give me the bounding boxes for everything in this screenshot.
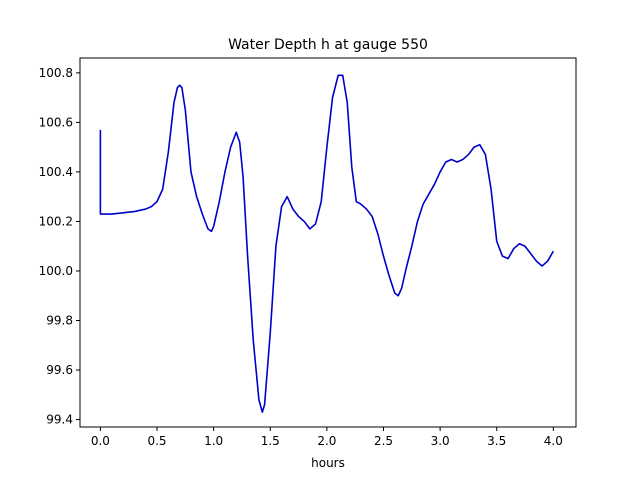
- x-tick-label: 3.0: [431, 434, 450, 448]
- y-tick-label: 100.2: [39, 214, 73, 228]
- x-tick-label: 1.0: [204, 434, 223, 448]
- chart-title: Water Depth h at gauge 550: [228, 37, 428, 53]
- y-tick-label: 99.4: [46, 413, 73, 427]
- y-tick-label: 99.6: [46, 363, 73, 377]
- x-tick-label: 3.5: [487, 434, 506, 448]
- x-tick-label: 0.5: [147, 434, 166, 448]
- x-axis-label: hours: [311, 456, 345, 470]
- y-tick-label: 100.6: [39, 115, 73, 129]
- series-line-0: [99, 74, 555, 413]
- x-tick-label: 1.5: [261, 434, 280, 448]
- y-tick-label: 100.4: [39, 165, 73, 179]
- y-tick-label: 100.0: [39, 264, 73, 278]
- x-tick-label: 2.0: [317, 434, 336, 448]
- x-tick-label: 4.0: [544, 434, 563, 448]
- axes-frame: [79, 57, 577, 428]
- x-tick-label: 2.5: [374, 434, 393, 448]
- plot-area: [99, 74, 555, 413]
- y-tick-label: 99.8: [46, 314, 73, 328]
- x-axis-ticks: 0.0 0.5 1.0 1.5 2.0 2.5 3.0 3.5 4.0: [91, 427, 563, 448]
- y-axis-ticks: 99.4 99.6 99.8 100.0 100.2 100.4 100.6 100.8: [39, 66, 80, 427]
- y-tick-label: 100.8: [39, 66, 73, 80]
- x-tick-label: 0.0: [91, 434, 110, 448]
